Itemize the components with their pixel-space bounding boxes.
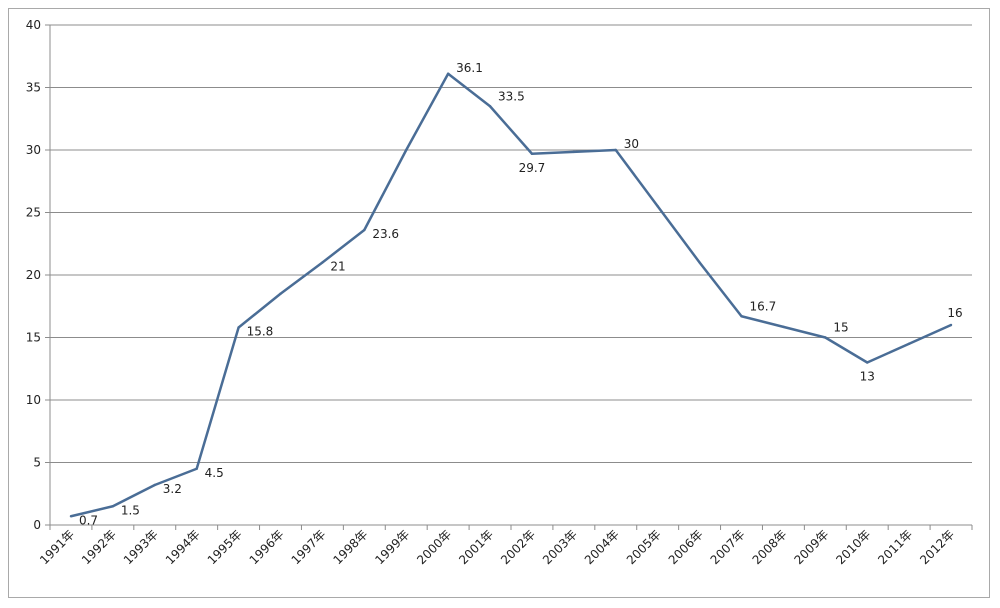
x-tick-label: 2005年: [624, 527, 664, 567]
data-label: 13: [860, 370, 875, 384]
y-tick-label: 10: [26, 393, 41, 407]
x-tick-label: 1993年: [121, 527, 161, 567]
x-tick-label: 2012年: [917, 527, 957, 567]
y-tick-label: 25: [26, 206, 41, 220]
y-tick-label: 5: [33, 456, 41, 470]
data-point: [279, 292, 282, 295]
data-point: [488, 105, 492, 108]
data-label: 23.6: [372, 227, 399, 241]
data-point: [446, 72, 450, 75]
y-tick-label: 35: [26, 81, 41, 95]
data-label: 36.1: [456, 61, 483, 75]
data-point: [195, 467, 198, 470]
data-label: 30: [624, 137, 639, 151]
data-point: [907, 342, 911, 345]
y-tick-label: 0: [33, 518, 41, 532]
x-tick-label: 2004年: [582, 527, 622, 567]
data-point: [111, 505, 115, 508]
data-point: [824, 336, 827, 339]
data-label: 29.7: [519, 161, 546, 175]
chart-frame: [8, 8, 990, 598]
data-label: 16: [947, 306, 962, 320]
x-tick-label: 1991年: [37, 527, 77, 567]
data-labels: 0.7 1.5 3.2 4.5 15.8 21 23.6 36.1 33.5 29.7 30 16.7…: [79, 61, 963, 528]
data-label: 15: [833, 321, 848, 335]
x-tick-label: 2001年: [456, 527, 496, 567]
data-label: 21: [330, 260, 345, 274]
data-point: [572, 150, 576, 154]
data-point: [153, 483, 156, 487]
series-line: [70, 72, 952, 518]
x-tick-label: 2010年: [833, 527, 873, 567]
x-tick-label: 2002年: [498, 527, 538, 567]
data-label: 3.2: [163, 482, 182, 496]
x-tick-label: 2008年: [750, 527, 790, 567]
y-tick-label: 40: [26, 18, 41, 32]
x-tick-label: 2003年: [540, 527, 580, 567]
y-tick-label: 15: [26, 331, 41, 345]
data-point: [866, 361, 869, 364]
x-tick-label: 1998年: [330, 527, 370, 567]
data-point: [69, 515, 73, 518]
x-tick-label: 2006年: [666, 527, 706, 567]
y-tick-label: 20: [26, 268, 41, 282]
data-point: [530, 152, 534, 155]
x-tick-label: 2009年: [791, 527, 831, 567]
x-tick-label: 2007年: [708, 527, 748, 567]
data-point: [782, 325, 785, 329]
x-tick-label: 1996年: [247, 527, 287, 567]
x-tick-label: 1994年: [163, 527, 203, 567]
data-point: [405, 148, 408, 152]
data-label: 33.5: [498, 89, 525, 103]
grid-layer: [45, 24, 973, 530]
data-point: [698, 261, 701, 264]
data-label: 16.7: [750, 299, 777, 313]
x-tick-label: 2011年: [875, 527, 915, 567]
x-tick-label: 2000年: [414, 527, 454, 567]
data-point: [614, 148, 617, 152]
data-point: [949, 323, 953, 327]
x-tick-label: 1992年: [79, 527, 119, 567]
data-point: [740, 315, 743, 318]
x-tick-label: 1997年: [289, 527, 329, 567]
data-label: 4.5: [205, 466, 224, 480]
data-label: 15.8: [247, 325, 274, 339]
data-point: [237, 326, 240, 329]
series-layer: [69, 72, 953, 518]
x-tick-label: 1995年: [205, 527, 245, 567]
y-axis-ticks: 0 5 10 15 20 25 30 35 40: [26, 18, 41, 532]
data-point: [321, 261, 324, 264]
data-point: [363, 228, 366, 232]
data-point: [656, 205, 659, 208]
x-axis-ticks: 1991年 1992年 1993年 1994年 1995年 1996年 1997年 1998年…: [37, 527, 957, 567]
x-tick-label: 1999年: [372, 527, 412, 567]
data-label: 0.7: [79, 513, 98, 527]
y-tick-label: 30: [26, 143, 41, 157]
data-label: 1.5: [121, 503, 140, 517]
